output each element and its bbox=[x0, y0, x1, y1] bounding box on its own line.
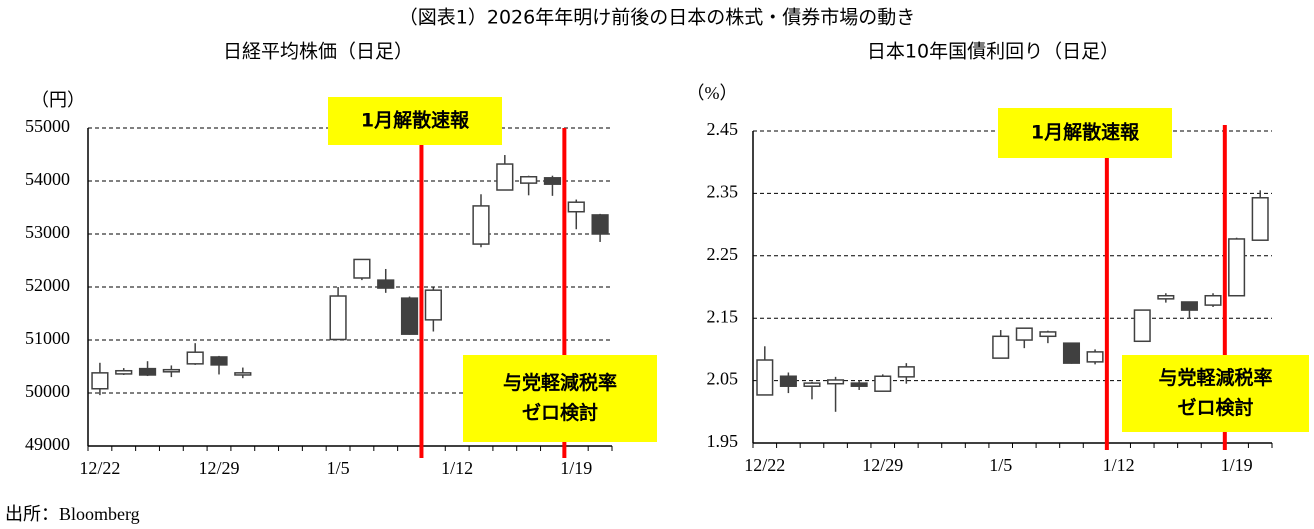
y-tick-label: 1.95 bbox=[707, 431, 739, 451]
candle-body bbox=[353, 258, 371, 279]
candle-body bbox=[874, 375, 892, 392]
y-tick-label: 2.25 bbox=[707, 244, 739, 264]
x-tick-label: 1/5 bbox=[327, 458, 350, 478]
y-tick-label: 52000 bbox=[25, 275, 70, 295]
candle-body bbox=[850, 382, 868, 387]
y-tick-label: 53000 bbox=[25, 222, 70, 242]
candle-body bbox=[329, 295, 347, 341]
y-tick-label: 2.15 bbox=[707, 306, 739, 326]
candle-body bbox=[1086, 351, 1104, 363]
annotation-box bbox=[328, 97, 502, 145]
candle-body bbox=[1015, 327, 1033, 341]
annotation-box bbox=[998, 108, 1172, 158]
x-tick-label: 1/12 bbox=[441, 458, 473, 478]
annotation-box bbox=[1122, 355, 1309, 432]
candle-body bbox=[424, 289, 442, 321]
x-tick-label: 12/29 bbox=[862, 455, 903, 475]
candle-body bbox=[496, 163, 514, 191]
annotation: ゼロ検討 bbox=[522, 401, 598, 424]
candle-body bbox=[1062, 342, 1081, 364]
x-tick-label: 12/29 bbox=[198, 458, 239, 478]
candle-body bbox=[377, 279, 395, 289]
y-unit: （円） bbox=[31, 90, 85, 110]
y-tick-label: 50000 bbox=[25, 381, 70, 401]
candle-body bbox=[1204, 294, 1222, 306]
candle-body bbox=[138, 367, 157, 376]
x-tick-label: 1/12 bbox=[1103, 455, 1135, 475]
x-tick-label: 12/22 bbox=[79, 458, 120, 478]
candle-body bbox=[1180, 301, 1198, 311]
candle-body bbox=[472, 205, 490, 245]
x-tick-label: 1/19 bbox=[1221, 455, 1253, 475]
y-tick-label: 54000 bbox=[25, 169, 70, 189]
candle-body bbox=[1157, 294, 1175, 300]
source: 出所：Bloomberg bbox=[5, 504, 140, 524]
candle-body bbox=[91, 372, 109, 390]
y-tick-label: 2.05 bbox=[707, 369, 739, 389]
annotation: ゼロ検討 bbox=[1177, 396, 1253, 419]
candle-body bbox=[803, 382, 821, 387]
candle-body bbox=[1251, 197, 1269, 241]
x-tick-label: 12/22 bbox=[744, 455, 785, 475]
y-tick-label: 2.35 bbox=[707, 182, 739, 202]
candle-body bbox=[115, 369, 133, 375]
candle-body bbox=[520, 176, 538, 184]
y-unit: （%） bbox=[687, 83, 738, 103]
page-title: （図表1）2026年年明け前後の日本の株式・債券市場の動き bbox=[399, 7, 915, 29]
x-tick-label: 1/19 bbox=[560, 458, 592, 478]
candle-body bbox=[162, 368, 180, 373]
annotation: 1月解散速報 bbox=[1031, 121, 1140, 144]
candle-body bbox=[992, 335, 1010, 359]
candle-body bbox=[591, 214, 609, 235]
y-tick-label: 51000 bbox=[25, 328, 70, 348]
annotation: 与党軽減税率 bbox=[1158, 366, 1272, 389]
chart-title: 日経平均株価（日足） bbox=[223, 41, 413, 63]
annotation: 与党軽減税率 bbox=[503, 371, 617, 394]
candle-body bbox=[234, 372, 252, 376]
y-tick-label: 2.45 bbox=[707, 119, 739, 139]
chart-title: 日本10年国債利回り（日足） bbox=[867, 41, 1119, 63]
y-tick-label: 55000 bbox=[25, 116, 70, 136]
candle-body bbox=[897, 366, 915, 378]
candle-body bbox=[1039, 331, 1057, 338]
candle-body bbox=[1133, 309, 1151, 343]
candle-body bbox=[210, 356, 228, 366]
y-tick-label: 49000 bbox=[25, 434, 70, 454]
candle-body bbox=[756, 359, 774, 396]
candle-body bbox=[543, 177, 562, 185]
candle-body bbox=[1228, 238, 1246, 297]
candle-body bbox=[779, 375, 797, 387]
candle-body bbox=[186, 351, 204, 365]
candle-body bbox=[400, 297, 419, 335]
candle-body bbox=[827, 379, 845, 385]
annotation: 1月解散速報 bbox=[361, 109, 470, 132]
x-tick-label: 1/5 bbox=[989, 455, 1012, 475]
candle-body bbox=[567, 201, 585, 213]
annotation-box bbox=[463, 355, 657, 442]
